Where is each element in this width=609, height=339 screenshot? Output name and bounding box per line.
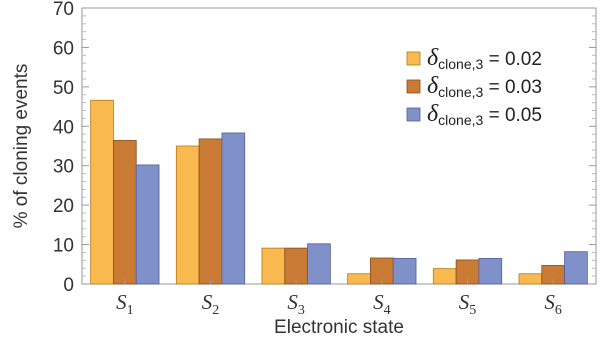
x-tick-label: S3 — [287, 290, 305, 318]
x-axis-title: Electronic state — [274, 317, 404, 338]
y-tick-label: 50 — [53, 78, 74, 99]
y-tick-label: 40 — [53, 117, 74, 138]
legend-label: δclone,3 = 0.02 — [427, 45, 542, 72]
plot-frame — [81, 7, 597, 285]
plot-border — [81, 7, 597, 285]
bar — [307, 243, 331, 285]
bar — [175, 145, 200, 285]
bar — [90, 99, 114, 285]
bar — [392, 257, 417, 285]
legend-label: δclone,3 = 0.03 — [427, 73, 542, 100]
bar — [284, 247, 308, 285]
x-tick-label: S4 — [373, 290, 391, 318]
legend-swatch — [406, 107, 421, 122]
y-tick-label: 60 — [53, 38, 74, 59]
x-tick-label: S5 — [459, 290, 477, 318]
bar — [135, 164, 160, 285]
y-axis-ticks: 0 10 20 30 40 50 60 70 — [53, 0, 596, 296]
x-tick-label: S6 — [544, 290, 562, 318]
x-axis-tick-labels: S1 S2 S3 S4 S5 S6 — [116, 279, 562, 318]
legend-swatch — [406, 51, 421, 66]
legend-label: δclone,3 = 0.05 — [427, 101, 542, 128]
bar — [198, 138, 223, 285]
y-tick-label: 10 — [53, 236, 74, 257]
bar — [518, 273, 543, 285]
y-tick-label: 20 — [53, 196, 74, 217]
x-tick-label: S2 — [202, 290, 220, 318]
y-tick-label: 30 — [53, 157, 74, 178]
bars — [90, 99, 588, 285]
x-tick-label: S1 — [116, 290, 134, 318]
bar — [261, 247, 286, 285]
legend-swatch — [406, 79, 421, 94]
y-tick-label: 70 — [53, 0, 74, 20]
bar — [564, 251, 588, 285]
y-axis-title: % of cloning events — [11, 64, 32, 229]
bar — [432, 268, 457, 285]
bar — [113, 140, 137, 285]
y-tick-label: 0 — [63, 275, 74, 296]
bar — [347, 273, 371, 285]
bar — [221, 132, 246, 285]
bar — [478, 257, 503, 285]
